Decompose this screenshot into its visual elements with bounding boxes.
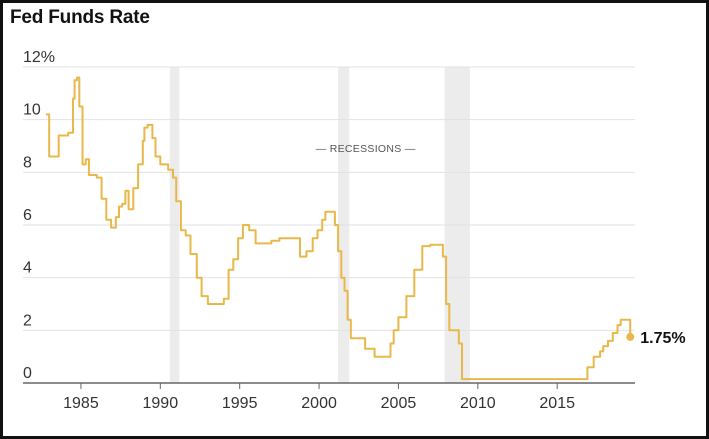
chart-title: Fed Funds Rate <box>10 7 150 28</box>
x-tick-label-2000: 2000 <box>301 395 337 412</box>
y-tick-label-2: 2 <box>23 312 32 329</box>
y-tick-label-8: 8 <box>23 154 32 171</box>
x-tick-label-2010: 2010 <box>460 395 496 412</box>
y-tick-label-0: 0 <box>23 365 32 382</box>
series-line-fed-funds-rate <box>46 76 632 381</box>
x-axis-ticks: 1985 1990 1995 2000 2005 2010 2015 <box>63 383 575 412</box>
x-tick-label-2015: 2015 <box>539 395 575 412</box>
x-tick-label-1985: 1985 <box>63 395 99 412</box>
x-tick-label-2005: 2005 <box>381 395 417 412</box>
end-point-marker <box>626 332 635 341</box>
y-tick-label-4: 4 <box>23 260 32 277</box>
y-tick-label-12: 12% <box>23 49 55 66</box>
end-value-label: 1.75% <box>640 330 685 347</box>
x-tick-label-1990: 1990 <box>143 395 179 412</box>
y-axis-ticks: 0 2 4 6 8 10 12% <box>23 49 55 382</box>
gridlines <box>23 66 635 384</box>
recessions-label: — RECESSIONS — <box>316 143 416 155</box>
y-tick-label-10: 10 <box>23 102 41 119</box>
x-tick-label-1995: 1995 <box>222 395 258 412</box>
y-tick-label-6: 6 <box>23 207 32 224</box>
